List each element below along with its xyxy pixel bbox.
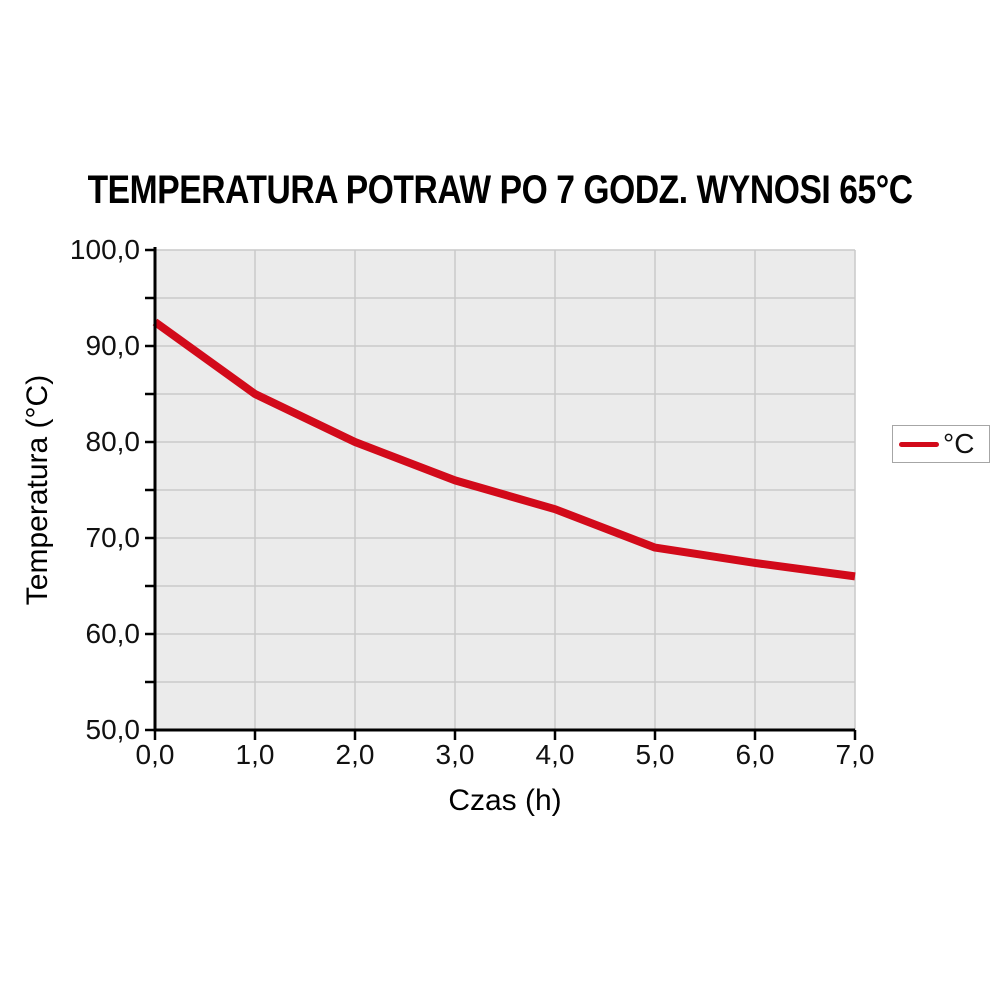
y-tick-label: 70,0	[85, 522, 141, 553]
x-tick-label: 2,0	[335, 739, 375, 770]
temperature-series-line	[152, 318, 856, 581]
x-tick-label: 5,0	[635, 739, 675, 770]
y-tick-label: 60,0	[85, 618, 141, 649]
chart-title-text: TEMPERATURA POTRAW PO 7 GODZ. WYNOSI 65°…	[87, 168, 913, 212]
legend-label: °C	[943, 428, 975, 459]
legend: °C	[892, 425, 990, 463]
y-tick-label: 100,0	[69, 234, 140, 265]
x-tick-label: 4,0	[535, 739, 575, 770]
x-tick-label: 1,0	[235, 739, 275, 770]
chart-title: TEMPERATURA POTRAW PO 7 GODZ. WYNOSI 65°…	[0, 168, 1000, 212]
x-tick-label: 6,0	[735, 739, 775, 770]
x-axis-title: Czas (h)	[448, 784, 562, 817]
y-tick-label: 90,0	[85, 330, 141, 361]
y-tick-label: 80,0	[85, 426, 141, 457]
x-tick-label: 7,0	[835, 739, 875, 770]
y-axis-title: Temperatura (°C)	[21, 374, 54, 606]
legend-line-swatch	[899, 441, 939, 447]
x-tick-label: 3,0	[435, 739, 475, 770]
y-tick-label: 50,0	[85, 714, 141, 745]
x-tick-label: 0,0	[135, 739, 175, 770]
